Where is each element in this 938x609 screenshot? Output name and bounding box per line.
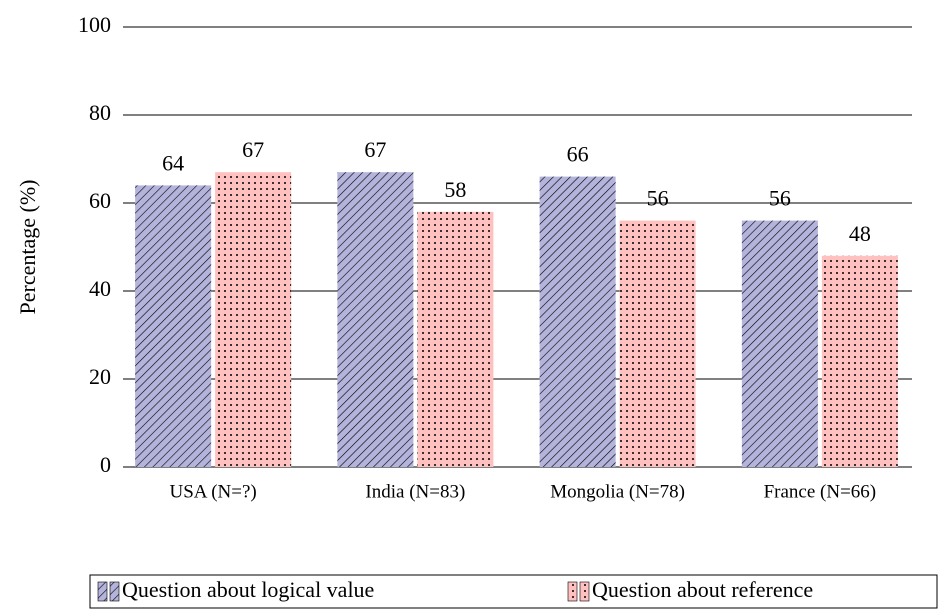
y-tick-label: 80 [89,100,111,125]
y-tick-label: 0 [100,452,111,477]
data-label: 64 [162,150,184,175]
bar-pattern [135,185,212,467]
x-tick-label: France (N=66) [764,481,877,502]
x-tick-label: Mongolia (N=78) [550,481,685,502]
data-label: 67 [242,137,264,162]
legend-label: Question about reference [592,577,813,602]
data-label: 48 [849,221,871,246]
bar-pattern [337,172,414,467]
legend-swatch-pattern [110,582,119,601]
legend-swatch-pattern [98,582,107,601]
legend-swatch-pattern [580,582,589,601]
y-tick-label: 60 [89,188,111,213]
data-label: 56 [769,186,791,211]
x-tick-label: India (N=83) [365,481,465,502]
x-tick-label: USA (N=?) [170,481,257,502]
y-axis-label: Percentage (%) [15,180,40,315]
y-tick-label: 20 [89,364,111,389]
bar-pattern [417,211,494,467]
y-tick-label: 100 [78,12,111,37]
data-label: 56 [647,186,669,211]
bar-pattern [215,172,292,467]
y-tick-label: 40 [89,276,111,301]
bar-pattern [539,176,616,467]
legend-box [89,574,938,609]
data-label: 67 [364,137,386,162]
bar-pattern [619,220,696,467]
data-label: 58 [444,177,466,202]
bar-pattern [821,255,898,467]
legend-swatch-pattern [568,582,577,601]
data-label: 66 [567,142,589,167]
legend-label: Question about logical value [122,577,374,602]
bar-pattern [741,220,818,467]
